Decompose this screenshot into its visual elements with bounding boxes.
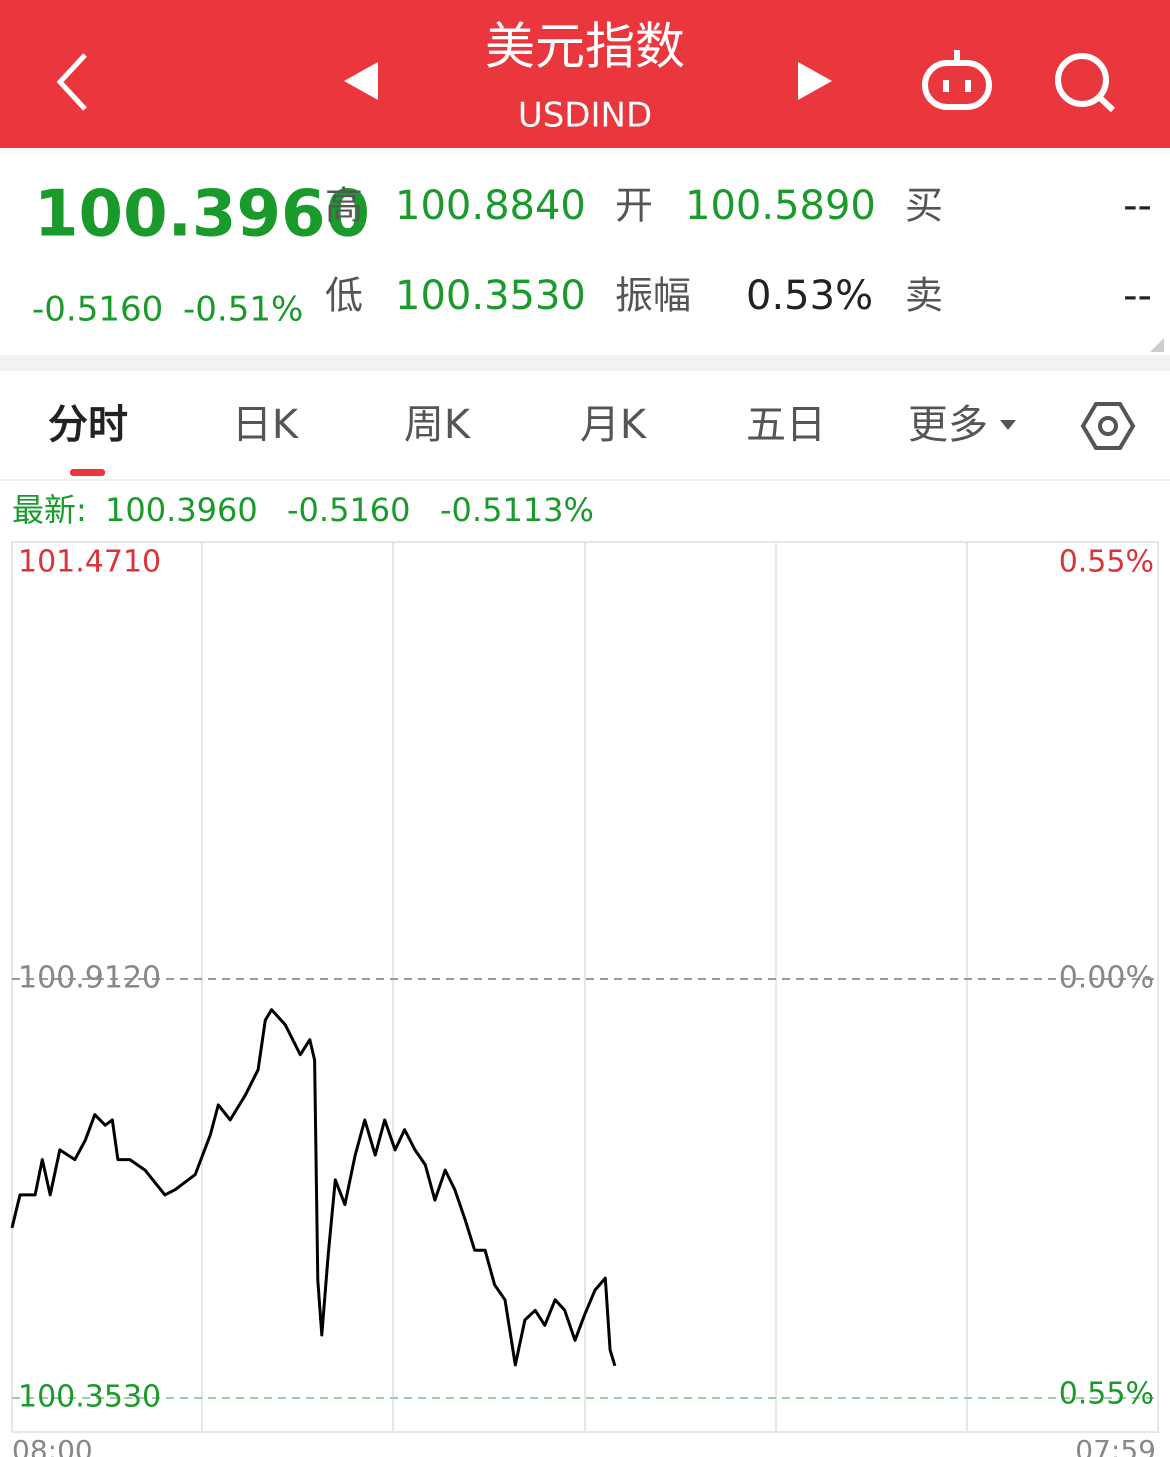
title: 美元指数 (485, 18, 685, 76)
amplitude-label: 振幅 (615, 274, 691, 318)
x-tick-label: 08:00 (12, 1434, 93, 1457)
back-button[interactable] (56, 53, 87, 111)
y2-tick-label: 0.55% (1059, 1376, 1154, 1411)
tab[interactable]: 周K (404, 402, 472, 448)
header-bar (0, 0, 1170, 148)
tab[interactable]: 分时 (48, 402, 128, 448)
amplitude: 0.53% (746, 273, 873, 319)
corner-mark (1150, 338, 1164, 352)
subtitle: USDIND (518, 96, 652, 136)
open: 100.5890 (685, 183, 876, 229)
robot-icon[interactable] (922, 50, 992, 110)
price-line (10, 1008, 617, 1367)
tab[interactable]: 五日 (746, 402, 826, 448)
y2-tick-label: 0.55% (1059, 545, 1154, 580)
y-tick-label: 100.3530 (18, 1380, 161, 1415)
tab[interactable]: 日K (232, 402, 300, 448)
tab-indicator (70, 469, 105, 476)
tab[interactable]: 更多 (908, 402, 988, 448)
settings-icon[interactable] (1080, 402, 1136, 450)
high-label: 高 (325, 184, 363, 228)
sell-label: 卖 (905, 274, 943, 318)
open-label: 开 (615, 184, 653, 228)
price: 100.3960 (34, 178, 370, 252)
buy-label: 买 (905, 184, 943, 228)
tab[interactable]: 月K (580, 402, 648, 448)
prev-button[interactable] (344, 62, 378, 100)
latest-label: 最新: (12, 491, 87, 529)
low: 100.3530 (395, 273, 586, 319)
low-label: 低 (325, 274, 363, 318)
chart-frame (11, 541, 1159, 1433)
y2-tick-label: 0.00% (1059, 961, 1154, 996)
dropdown-arrow (1000, 420, 1016, 430)
latest-change: -0.5160 (287, 491, 411, 529)
x-tick-label: 07:59 (1075, 1434, 1156, 1457)
latest-change-pct: -0.5113% (440, 491, 594, 529)
sell: -- (1123, 273, 1152, 319)
change: -0.5160 (32, 290, 163, 330)
y-tick-label: 100.9120 (18, 961, 161, 996)
search-icon[interactable] (1055, 53, 1116, 113)
next-button[interactable] (798, 62, 832, 100)
high: 100.8840 (395, 183, 586, 229)
y-tick-label: 101.4710 (18, 545, 161, 580)
change-pct: -0.51% (183, 290, 303, 330)
latest-price: 100.3960 (105, 491, 258, 529)
buy: -- (1123, 183, 1152, 229)
separator (0, 355, 1170, 371)
